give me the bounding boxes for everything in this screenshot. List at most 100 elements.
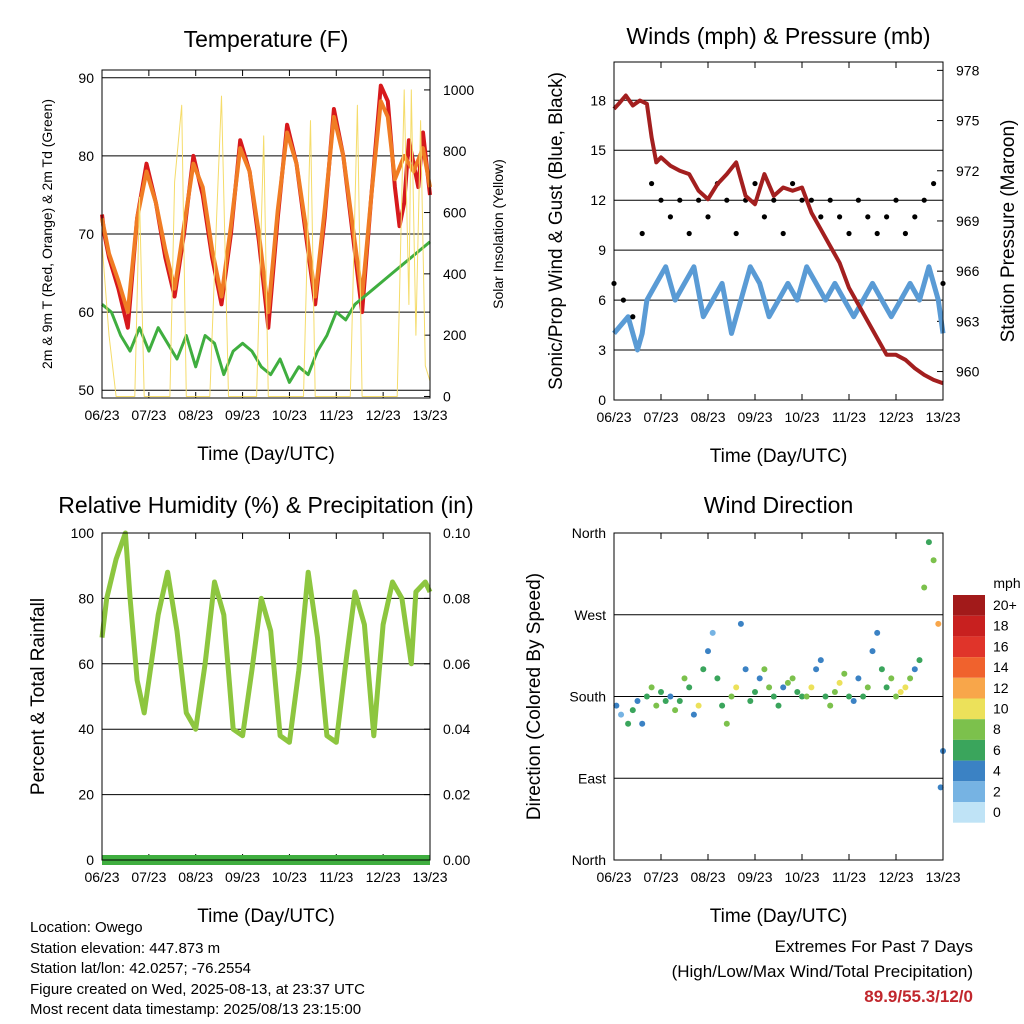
direction-point [761,666,768,673]
gust-point [630,314,636,320]
y-axis-label: Direction (Colored By Speed) [524,573,545,820]
legend-label: 4 [993,763,1001,779]
direction-point [860,693,867,700]
x-tick-label: 12/23 [878,869,913,885]
direction-point [613,702,620,709]
y-right-tick-label: 400 [443,266,467,282]
direction-point [822,693,829,700]
direction-point [916,657,923,664]
legend-swatch [953,719,985,740]
direction-point [855,675,862,682]
direction-point [686,684,693,691]
x-tick-label: 09/23 [737,869,772,885]
y-right-tick-label: 975 [956,113,980,129]
y-tick-label: 90 [78,70,94,86]
station-elevation: Station elevation: 447.873 m [30,939,221,957]
legend-label: 16 [993,638,1009,654]
legend-label: 12 [993,680,1009,696]
x-tick-label: 13/23 [925,869,960,885]
y-axis-right-label: Station Pressure (Maroon) [998,120,1019,343]
direction-point [808,684,815,691]
legend-label: 0 [993,804,1001,820]
x-tick-label: 09/23 [737,409,772,425]
gust-point [846,230,852,237]
x-tick-label: 06/23 [596,409,631,425]
series-solar [101,89,431,397]
direction-point [643,693,650,700]
gust-point [705,214,711,220]
direction-point [780,684,787,691]
direction-point [888,675,895,682]
direction-point [634,698,641,705]
x-tick-label: 10/23 [784,409,819,425]
x-tick-label: 08/23 [690,869,725,885]
station-info: Location: Owego Station elevation: 447.8… [30,918,365,1021]
direction-point [921,584,928,591]
y-axis-label: 2m & 9m T (Red, Orange) & 2m Td (Green) [39,99,55,369]
legend-label: 18 [993,618,1009,634]
direction-point [648,684,655,691]
direction-point [794,688,801,695]
direction-point [799,693,805,700]
panel-direction: Wind Direction Time (Day/UTC) Direction (C… [524,492,961,927]
legend-swatch [953,595,985,616]
x-tick-label: 08/23 [690,409,725,425]
panel-humidity: Relative Humidity (%) & Precipitation (i… [28,492,474,927]
y-right-tick-label: 0 [443,388,451,404]
direction-point [817,657,824,664]
direction-point [752,688,758,695]
direction-point [869,648,876,655]
gust-point [799,197,805,203]
direction-point [676,698,683,705]
direction-point [629,707,636,714]
direction-point [878,666,885,673]
extremes-title: Extremes For Past 7 Days [774,937,973,956]
gust-point [902,230,909,237]
gust-point [884,214,890,220]
y-right-tick-label: 963 [956,313,980,329]
gust-point [931,180,937,187]
direction-point [784,679,791,686]
series-rh [99,530,433,745]
direction-point [690,711,697,718]
x-tick-label: 13/23 [412,407,447,423]
gust-point [837,214,843,220]
direction-point [836,679,843,686]
gust-point [620,297,627,303]
gust-point [865,214,871,220]
direction-point [709,629,716,636]
x-tick-label: 12/23 [878,409,913,425]
x-tick-label: 10/23 [272,869,307,885]
direction-point [874,629,881,636]
legend-label: 14 [993,659,1009,675]
gust-point [790,180,796,187]
y-tick-label: West [574,607,606,623]
legend-swatch [953,636,985,658]
plot-frame [101,532,431,861]
y-tick-label: 40 [78,721,94,737]
direction-point [902,684,909,691]
legend-swatch [953,657,985,678]
direction-point [733,684,740,691]
direction-point [766,684,773,691]
y-tick-label: 80 [78,590,94,606]
y-right-tick-label: 960 [956,364,980,380]
series-pressure [612,93,944,386]
chart-title: Wind Direction [704,492,854,518]
gust-point [780,230,786,237]
plot-frame [613,61,944,401]
y-tick-label: North [572,525,606,541]
legend-swatch [953,739,985,761]
direction-point [658,688,664,695]
y-tick-label: 12 [590,192,606,208]
y-tick-label: 6 [598,292,606,308]
legend-swatch [953,781,985,802]
x-tick-label: 13/23 [925,409,960,425]
y-tick-label: 9 [598,242,606,258]
x-tick-label: 07/23 [131,869,166,885]
extremes-box: Extremes For Past 7 Days (High/Low/Max W… [672,934,973,1009]
legend-swatch [953,698,985,720]
legend-label: 20+ [993,597,1017,613]
x-tick-label: 12/23 [366,869,401,885]
